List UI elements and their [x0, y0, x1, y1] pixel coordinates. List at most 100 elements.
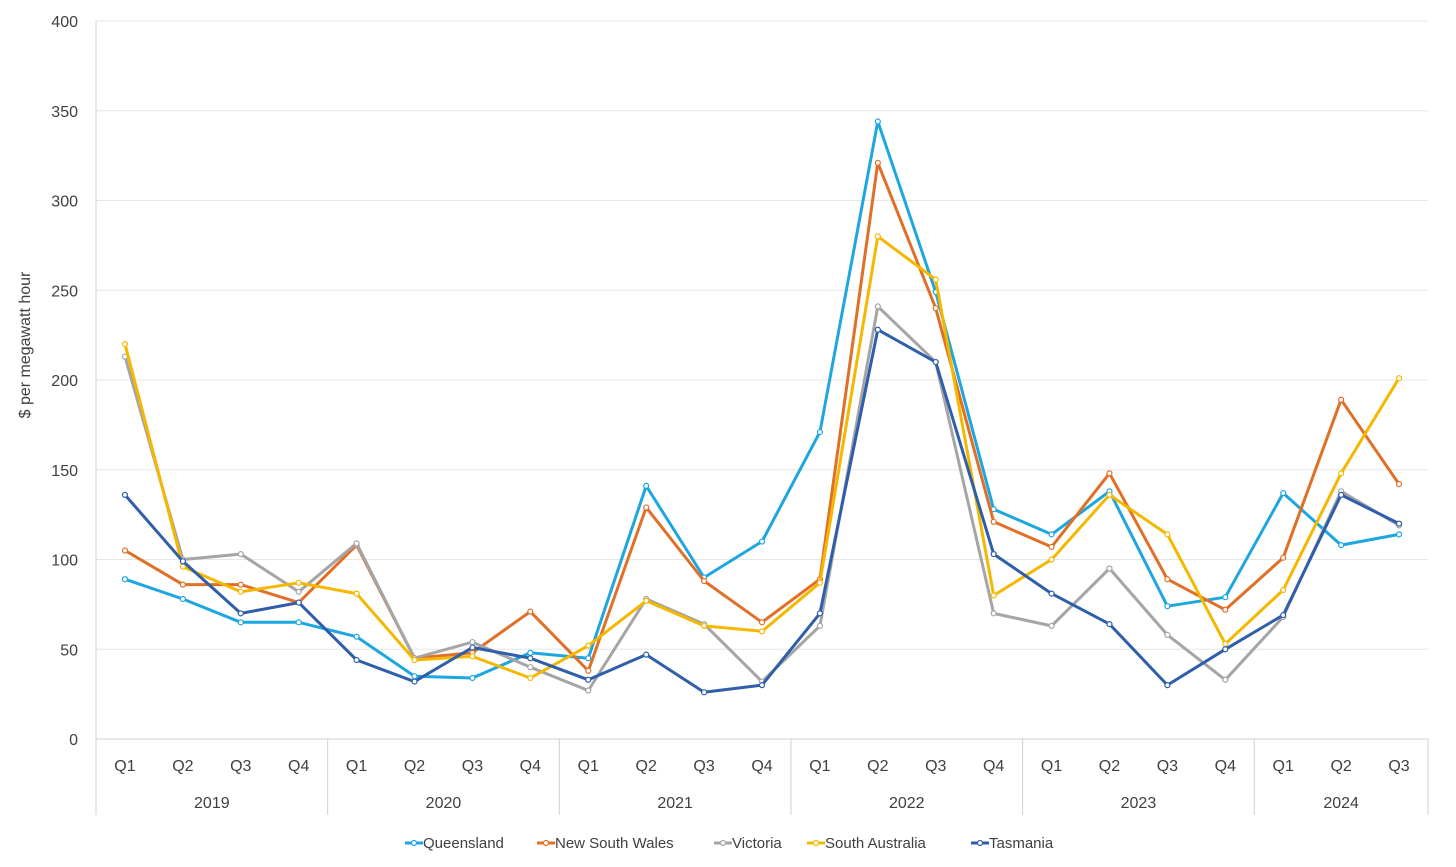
- data-point: [758, 628, 766, 635]
- x-tick-label: Q2: [404, 758, 425, 775]
- data-point: [758, 538, 766, 545]
- data-point: [758, 619, 766, 626]
- series-south-australia: [121, 233, 1403, 682]
- x-tick-label: Q4: [983, 758, 1004, 775]
- data-point: [816, 428, 824, 436]
- data-point: [1280, 586, 1287, 594]
- data-point: [990, 610, 997, 617]
- x-axis: Q1 Q2 Q3 Q4 Q1 Q2 Q3 Q4 Q1 Q2 Q3 Q4 Q1 Q2 Q3 Q4 Q1 Q2 Q3 Q4…: [95, 21, 1429, 815]
- series-line: [123, 161, 1401, 673]
- series-victoria: [121, 303, 1403, 694]
- data-point: [1338, 542, 1345, 549]
- x-tick-label: Q2: [1099, 758, 1120, 775]
- x-tick-label: Q3: [230, 758, 251, 775]
- data-point: [353, 656, 360, 664]
- legend-item: South Australia: [807, 835, 927, 852]
- y-tick-label: 400: [51, 14, 78, 31]
- data-point: [353, 590, 360, 597]
- series-line: [123, 234, 1401, 680]
- data-point: [1222, 594, 1229, 601]
- y-tick-label: 300: [51, 194, 78, 211]
- data-point: [1164, 531, 1171, 538]
- legend-label: South Australia: [825, 835, 927, 852]
- data-point: [1048, 543, 1055, 551]
- x-tick-label: Q3: [462, 758, 483, 775]
- x-tick-label: Q3: [1157, 758, 1178, 775]
- data-point: [874, 326, 881, 333]
- data-point: [585, 667, 592, 674]
- data-point: [469, 653, 476, 660]
- x-tick-label: Q3: [925, 758, 946, 775]
- data-point: [1048, 531, 1055, 538]
- data-point: [121, 547, 129, 554]
- data-point: [990, 592, 997, 599]
- series-new-south-wales: [121, 159, 1403, 674]
- data-point: [1395, 531, 1403, 538]
- data-point: [121, 341, 129, 348]
- legend-marker: [542, 839, 550, 847]
- legend-item: Victoria: [714, 835, 782, 852]
- data-point: [932, 305, 939, 312]
- data-point: [527, 664, 534, 671]
- series-line: [123, 120, 1401, 680]
- data-point: [585, 642, 592, 649]
- data-point: [643, 504, 650, 511]
- data-point: [1164, 682, 1171, 689]
- data-point: [411, 656, 418, 664]
- data-point: [1048, 556, 1055, 563]
- legend-item: Queensland: [405, 835, 504, 852]
- data-point: [295, 588, 302, 595]
- data-point: [1338, 470, 1345, 477]
- data-point: [469, 638, 476, 646]
- data-point: [237, 619, 244, 626]
- data-point: [816, 579, 824, 586]
- legend-item: New South Wales: [537, 835, 674, 852]
- data-point: [1048, 590, 1055, 597]
- x-tick-label: Q1: [809, 758, 830, 775]
- data-point: [758, 682, 766, 689]
- x-tick-label: Q1: [1273, 758, 1294, 775]
- data-point: [1280, 489, 1287, 497]
- data-point: [121, 491, 129, 498]
- data-point: [179, 595, 186, 603]
- data-point: [179, 558, 186, 565]
- x-tick-label: Q3: [1388, 758, 1409, 775]
- data-point: [237, 581, 244, 588]
- data-point: [643, 651, 650, 658]
- x-tick-label: Q2: [636, 758, 657, 775]
- data-point: [469, 674, 476, 682]
- data-point: [237, 610, 244, 617]
- data-point: [1338, 491, 1345, 498]
- legend-label: Queensland: [423, 835, 504, 852]
- legend-label: Victoria: [732, 835, 782, 852]
- data-point: [990, 551, 997, 558]
- data-point: [816, 622, 824, 630]
- x-tick-label: Q4: [288, 758, 309, 775]
- gridlines: [96, 20, 1428, 650]
- x-year-label: 2022: [889, 795, 925, 812]
- data-point: [1338, 396, 1345, 403]
- x-tick-label: Q2: [867, 758, 888, 775]
- data-point: [990, 518, 997, 525]
- data-point: [1164, 603, 1171, 610]
- data-point: [1106, 491, 1113, 498]
- x-tick-label: Q1: [1041, 758, 1062, 775]
- y-tick-label: 350: [51, 104, 78, 121]
- series-tasmania: [121, 326, 1403, 696]
- legend-marker: [812, 839, 820, 847]
- y-tick-label: 50: [60, 642, 78, 659]
- data-point: [179, 563, 186, 570]
- data-point: [932, 276, 939, 283]
- data-point: [585, 676, 592, 683]
- data-point: [411, 673, 418, 680]
- data-point: [874, 303, 881, 310]
- data-point: [700, 689, 708, 696]
- y-tick-label: 150: [51, 463, 78, 480]
- data-point: [585, 655, 592, 662]
- x-tick-label: Q2: [172, 758, 193, 775]
- data-point: [1280, 554, 1287, 561]
- data-point: [237, 588, 244, 595]
- x-year-label: 2024: [1323, 795, 1359, 812]
- data-point: [1395, 520, 1403, 527]
- x-tick-label: Q4: [1215, 758, 1236, 775]
